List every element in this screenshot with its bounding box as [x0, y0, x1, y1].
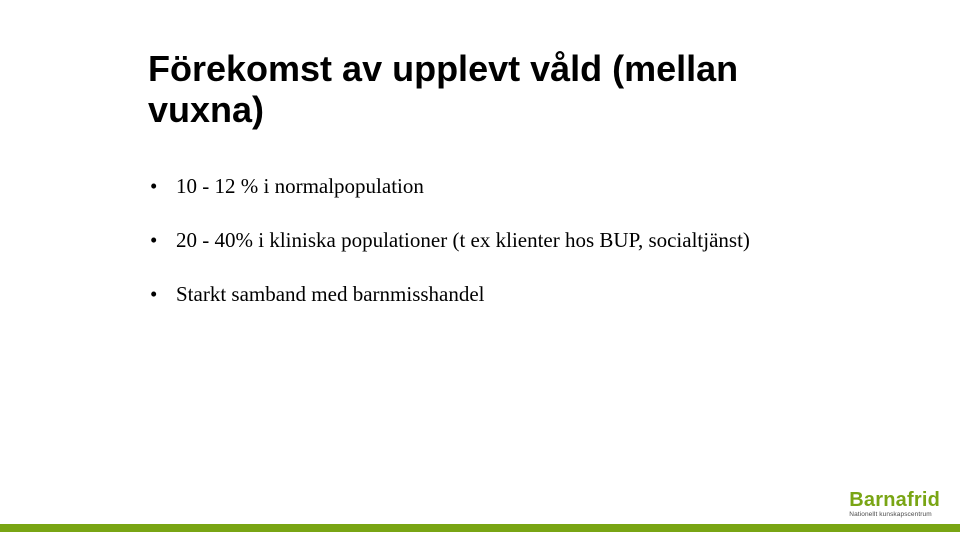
bullet-list: 10 - 12 % i normalpopulation 20 - 40% i …	[148, 167, 848, 315]
list-item: Starkt samband med barnmisshandel	[148, 275, 848, 315]
logo-main-text: Barnafrid	[849, 490, 940, 510]
footer-accent-bar	[0, 524, 960, 532]
slide: Förekomst av upplevt våld (mellan vuxna)…	[0, 0, 960, 540]
slide-title: Förekomst av upplevt våld (mellan vuxna)	[148, 48, 848, 131]
list-item: 10 - 12 % i normalpopulation	[148, 167, 848, 207]
list-item: 20 - 40% i kliniska populationer (t ex k…	[148, 221, 848, 261]
brand-logo: Barnafrid Nationellt kunskapscentrum	[849, 490, 940, 518]
logo-sub-text: Nationellt kunskapscentrum	[849, 511, 940, 518]
